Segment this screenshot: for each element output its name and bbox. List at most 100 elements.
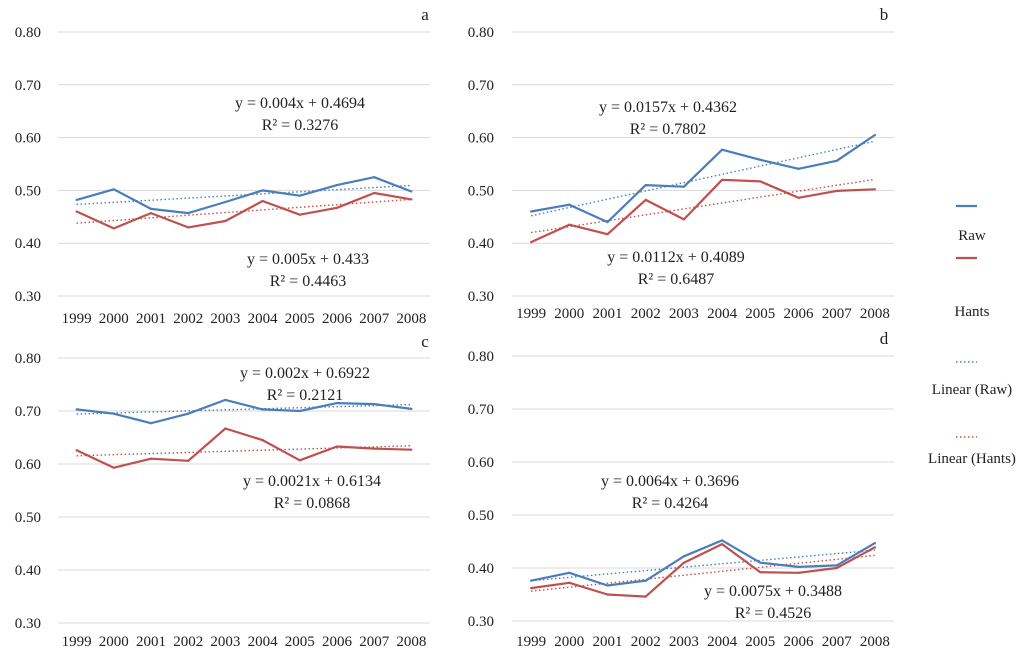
data-point-raw	[530, 579, 533, 582]
data-point-hants	[224, 219, 227, 223]
data-point-hants	[835, 566, 838, 570]
x-tick-label: 2008	[396, 634, 426, 650]
data-point-hants	[606, 233, 609, 236]
legend: Raw Hants Linear (Raw) Linear (Hants)	[928, 204, 1016, 467]
y-tick-label: 0.70	[15, 404, 41, 420]
data-point-hants	[112, 227, 115, 230]
data-point-raw	[149, 207, 153, 210]
data-point-hants	[149, 212, 153, 215]
x-tick-label: 2002	[631, 306, 661, 322]
panel-label: d	[880, 329, 889, 348]
series-line-raw	[76, 176, 412, 215]
data-point-hants	[335, 445, 339, 448]
x-tick-label: 2000	[554, 306, 584, 322]
data-point-raw	[606, 584, 609, 587]
data-point-hants	[298, 459, 301, 462]
data-point-hants	[530, 587, 533, 590]
data-point-raw	[335, 184, 339, 187]
equation-raw: y = 0.004x + 0.4694	[235, 95, 365, 112]
trendline-hants	[530, 178, 876, 234]
x-tick-label: 2000	[554, 634, 584, 650]
r-squared-raw: R² = 0.3276	[262, 117, 339, 134]
data-point-hants	[759, 180, 762, 183]
x-tick-label: 2002	[173, 634, 203, 650]
data-point-hants	[568, 223, 571, 226]
x-tick-label: 2004	[248, 634, 279, 650]
y-tick-label: 0.30	[468, 614, 494, 630]
data-point-raw	[112, 412, 115, 415]
y-tick-label: 0.50	[15, 510, 41, 526]
data-point-raw	[835, 159, 838, 162]
x-tick-label: 2001	[136, 311, 166, 327]
data-point-raw	[530, 210, 533, 213]
data-point-hants	[644, 595, 647, 598]
y-tick-label: 0.40	[15, 236, 41, 252]
data-point-hants	[224, 427, 227, 430]
data-point-raw	[112, 188, 115, 191]
y-tick-label: 0.30	[15, 616, 41, 632]
data-point-raw	[797, 565, 800, 569]
x-tick-label: 2006	[322, 634, 353, 650]
legend-label: Linear (Raw)	[932, 382, 1012, 398]
equation-hants: y = 0.0112x + 0.4089	[607, 249, 744, 266]
data-point-raw	[187, 412, 190, 415]
x-tick-label: 2004	[707, 306, 738, 322]
data-point-raw	[373, 176, 376, 179]
panel-label: a	[421, 5, 429, 24]
legend-label: Linear (Hants)	[928, 451, 1016, 467]
x-tick-label: 2001	[136, 634, 166, 650]
x-tick-label: 2004	[707, 634, 738, 650]
y-tick-label: 0.40	[15, 563, 41, 579]
x-tick-label: 2000	[99, 634, 129, 650]
chart-panel-c: 0.80 0.70 0.60 0.50 0.40 0.30 1999 2000 2001 2002…	[15, 332, 430, 650]
y-tick-label: 0.70	[468, 402, 494, 418]
data-point-hants	[373, 447, 376, 450]
y-tick-label: 0.70	[468, 78, 494, 94]
data-point-raw	[75, 408, 78, 411]
data-point-raw	[261, 189, 264, 192]
y-tick-label: 0.80	[468, 25, 494, 41]
x-tick-label: 2005	[285, 311, 315, 327]
x-tick-label: 2002	[631, 634, 661, 650]
x-tick-label: 2007	[359, 634, 390, 650]
x-tick-label: 2003	[210, 634, 240, 650]
data-point-hants	[721, 543, 724, 546]
data-point-raw	[75, 198, 78, 202]
trendline-raw	[530, 140, 876, 217]
data-point-raw	[797, 167, 800, 170]
data-point-raw	[261, 408, 264, 411]
r-squared-hants: R² = 0.4463	[270, 273, 347, 290]
y-tick-label: 0.60	[15, 457, 41, 473]
equation-raw: y = 0.002x + 0.6922	[240, 365, 370, 382]
x-tick-label: 2007	[822, 634, 853, 650]
trendline-hants	[531, 554, 875, 592]
data-point-hants	[721, 178, 724, 181]
x-tick-label: 2001	[593, 634, 623, 650]
data-point-hants	[261, 439, 264, 442]
data-point-raw	[335, 401, 339, 405]
chart-panel-d: 0.80 0.70 0.60 0.50 0.40 0.30 1999 2000 2001 2002…	[468, 329, 894, 650]
data-point-raw	[224, 398, 227, 401]
data-point-raw	[682, 555, 686, 558]
x-tick-label: 2005	[745, 306, 775, 322]
series-line-hants	[76, 427, 412, 469]
legend-label: Hants	[955, 304, 990, 320]
y-tick-label: 0.50	[15, 183, 41, 199]
data-point-raw	[873, 541, 877, 545]
x-tick-label: 1999	[516, 306, 546, 322]
data-point-hants	[682, 218, 686, 221]
series-line-raw	[530, 539, 876, 587]
y-tick-label: 0.80	[15, 351, 41, 367]
data-point-hants	[606, 593, 609, 596]
data-point-raw	[373, 403, 376, 406]
data-point-hants	[261, 199, 264, 203]
y-tick-label: 0.60	[468, 455, 494, 471]
r-squared-raw: R² = 0.4264	[632, 495, 709, 512]
x-tick-label: 1999	[62, 634, 92, 650]
x-tick-label: 2008	[860, 634, 890, 650]
x-tick-label: 2007	[359, 311, 390, 327]
y-tick-label: 0.30	[468, 289, 494, 305]
data-point-hants	[187, 459, 190, 462]
data-point-raw	[873, 133, 877, 137]
